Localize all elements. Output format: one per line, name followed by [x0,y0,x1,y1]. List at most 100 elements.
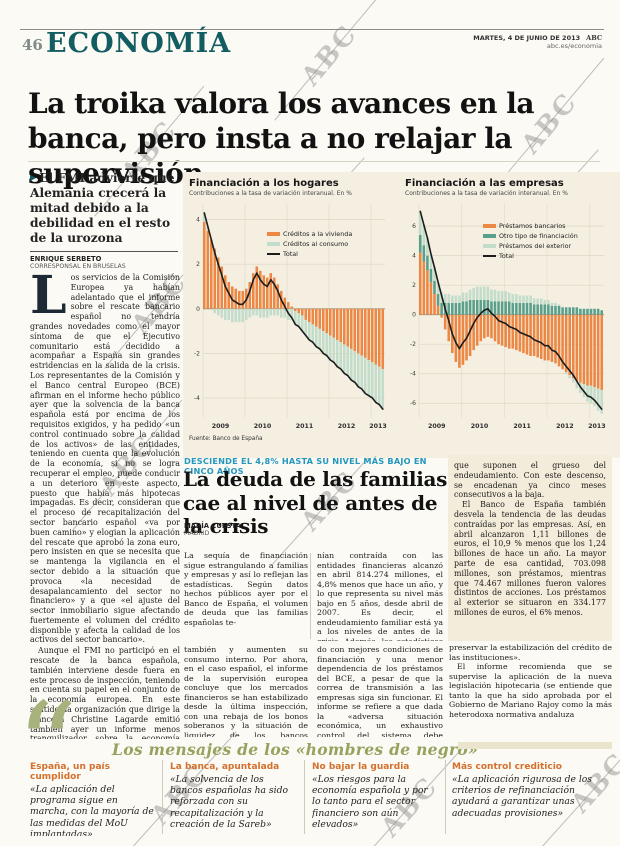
lead-continuation-column-2: do con mejores condiciones de financiaci… [317,645,443,737]
chart-subtitle: Contribuciones a la tasa de variación in… [405,190,568,197]
summary-bullet: ▶ El FMI advierte que Alemania crecerá la… [30,170,182,246]
chart-financiacion-empresas: Financiación a las empresas Contribucion… [399,172,620,458]
svg-text:-4: -4 [194,395,200,402]
byline-rule [30,251,178,252]
debt-headline: La deuda de las familias cae al nivel de… [183,467,448,538]
legend-label: Préstamos del exterior [499,242,572,250]
legend-item: Créditos al consumo [267,240,352,248]
chart-empresas-plot: 6 4 2 0 -2 -4 -6 2009 2010 2011 2012 2013 [410,204,606,430]
quote-card: No bajar la guardia «Los riesgos para la… [312,762,438,836]
quote-card: España, un país cumplidor «La aplicación… [30,762,156,836]
quote-title: España, un país cumplidor [30,762,110,782]
legend-item: Total [267,250,352,258]
quotes-heading-bar [458,742,612,749]
legend-item: Préstamos del exterior [483,242,578,250]
debt-byline: MARÍA CUESTA MADRID [184,522,241,537]
headline-rule [28,161,600,162]
debt-column-1: La sequía de financiación sigue estrangu… [184,551,308,627]
svg-text:0: 0 [412,312,416,319]
legend-swatch-icon [267,242,280,246]
drop-cap: L [30,273,67,326]
legend-label: Total [283,250,298,258]
chart-legend: Créditos a la vivienda Créditos al consum… [267,228,352,260]
chart-title: Financiación a los hogares [189,178,339,189]
legend-swatch-icon [483,255,496,257]
lead-continuation-column-1: también y aumenten su consumo interno. P… [184,645,308,737]
legend-swatch-icon [267,253,280,255]
legend-item: Otro tipo de financiación [483,232,578,240]
quote-text: «La solvencia de los bancos españolas ha… [170,774,288,830]
svg-text:-4: -4 [410,371,416,378]
svg-text:2009: 2009 [212,423,230,430]
legend-item: Créditos a la vivienda [267,230,352,238]
svg-text:2012: 2012 [338,423,356,430]
quote-title: No bajar la guardia [312,762,410,772]
lead-continuation-column-3: preservar la estabilización del crédito … [449,643,612,737]
svg-text:2: 2 [196,261,200,268]
author-name: ENRIQUE SERBETO [30,255,102,263]
svg-text:4: 4 [412,253,416,260]
svg-text:2012: 2012 [556,423,574,430]
svg-text:2011: 2011 [513,423,531,430]
quote-card: Más control crediticio «La aplicación ri… [452,762,610,836]
legend-label: Total [499,252,514,260]
svg-text:0: 0 [196,306,200,313]
chart-title: Financiación a las empresas [405,178,564,189]
author-byline: ENRIQUE SERBETO CORRESPONSAL EN BRUSELAS [30,255,126,270]
legend-item: Préstamos bancarios [483,222,578,230]
author-role: CORRESPONSAL EN BRUSELAS [30,263,126,270]
svg-text:2013: 2013 [369,423,387,430]
debt-box-paragraph-1: que suponen el grueso del endeudamiento.… [454,461,606,500]
masthead-rule [20,29,604,30]
chart-subtitle: Contribuciones a la tasa de variación in… [189,190,352,197]
brand-name: ABC [586,34,602,42]
svg-text:-2: -2 [410,341,416,348]
bullet-arrow-icon: ▶ [30,172,37,182]
debt-box-paragraph-2: El Banco de España también desvela la te… [454,500,606,617]
section-title: ECONOMÍA [46,28,232,59]
site-url: abc.es/economia [546,42,602,50]
quote-title: Más control crediticio [452,762,562,772]
quote-title: La banca, apuntalada [170,762,280,772]
legend-label: Créditos a la vivienda [283,230,353,238]
date-line: MARTES, 4 DE JUNIO DE 2013 [473,34,581,42]
quote-card: La banca, apuntalada «La solvencia de lo… [170,762,298,836]
quote-text: «La aplicación del programa sigue en mar… [30,784,154,836]
lead-continuation-paragraph-1: preservar la estabilización del crédito … [449,643,612,662]
svg-text:2011: 2011 [296,423,314,430]
masthead-right: MARTES, 4 DE JUNIO DE 2013 ABC abc.es/eco… [473,34,602,50]
main-headline: La troika valora los avances en la banca… [28,87,535,190]
legend-swatch-icon [483,224,496,228]
legend-swatch-icon [483,234,496,238]
column-separator [162,760,163,834]
svg-text:2: 2 [412,282,416,289]
page-number: 46 [22,36,43,54]
column-separator [445,760,446,834]
summary-text: El FMI advierte que Alemania crecerá la … [30,171,175,245]
chart-hogares-plot: 4 2 0 -2 -4 2009 2010 2011 2012 2013 [194,204,387,430]
quote-text: «La aplicación rigurosa de los criterios… [452,774,593,819]
column-separator [304,760,305,834]
lead-paragraph-2: Aunque el FMI no participó en el rescate… [30,646,180,739]
legend-swatch-icon [483,244,496,248]
legend-item: Total [483,252,578,260]
legend-label: Otro tipo de financiación [499,232,578,240]
lead-paragraph-1: os servicios de la Comisión Europea ya h… [30,273,180,645]
chart-source: Fuente: Banco de España [189,436,263,442]
chart-financiacion-hogares: Financiación a los hogares Contribucione… [183,172,405,458]
legend-label: Préstamos bancarios [499,222,566,230]
debt-author-name: MARÍA CUESTA [184,522,241,530]
legend-label: Créditos al consumo [283,240,349,248]
debt-column-2: nían contraída con las entidades financi… [317,551,443,641]
column-separator [310,553,311,639]
debt-kicker: DESCIENDE EL 4,8% HASTA SU NIVEL MÁS BAJ… [184,456,427,476]
svg-text:4: 4 [196,217,200,224]
svg-text:6: 6 [412,223,416,230]
lead-continuation-paragraph-2: El informe recomienda que se supervise l… [449,662,612,719]
svg-text:2013: 2013 [588,423,606,430]
debt-author-place: MADRID [184,530,210,537]
quote-text: «Los riesgos para la economía española y… [312,774,428,830]
chart-legend: Préstamos bancarios Otro tipo de financia… [483,220,578,262]
